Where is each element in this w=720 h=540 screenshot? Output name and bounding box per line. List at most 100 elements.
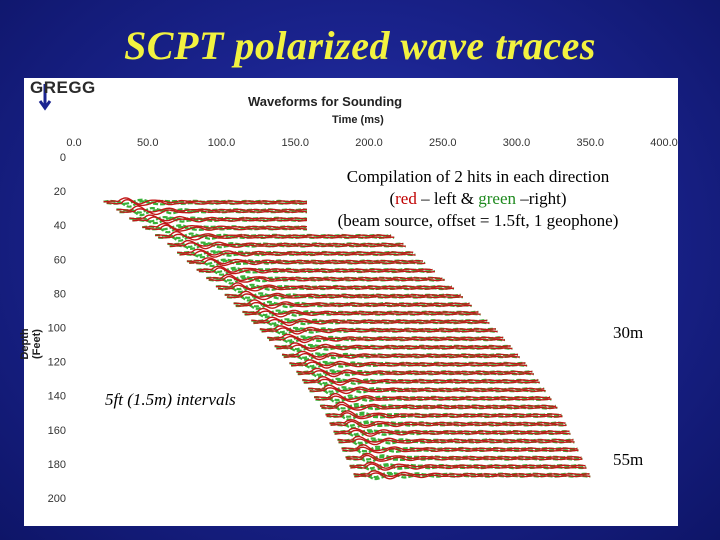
y-tick-label: 160: [48, 425, 66, 437]
red-trace: [296, 367, 533, 375]
compilation-line-2: (red – left & green –right): [307, 188, 649, 210]
red-trace: [354, 472, 591, 480]
y-tick-label: 180: [48, 459, 66, 471]
red-trace: [350, 463, 587, 471]
red-trace: [353, 470, 590, 478]
x-tick-label: 50.0: [137, 137, 158, 149]
y-tick-label: 40: [54, 220, 66, 232]
red-trace: [242, 307, 479, 315]
logo-text: GREGG: [30, 78, 96, 97]
red-trace: [189, 258, 426, 267]
x-tick-labels: 0.0 50.0 100.0 150.0 200.0 250.0 300.0 350.0 400…: [66, 137, 677, 149]
x-tick-label: 300.0: [503, 137, 531, 149]
red-trace: [217, 284, 454, 292]
red-trace: [303, 378, 540, 386]
interval-label: 5ft (1.5m) intervals: [102, 389, 239, 411]
red-trace: [253, 318, 490, 327]
red-trace: [235, 301, 472, 309]
paren-open: (: [389, 189, 396, 208]
red-trace: [346, 454, 583, 462]
red-trace: [349, 461, 586, 469]
y-tick-label: 80: [54, 288, 66, 300]
red-trace: [302, 375, 539, 384]
slide-title: SCPT polarized wave traces: [124, 23, 596, 68]
red-trace: [158, 233, 395, 241]
red-trace: [289, 359, 526, 367]
red-trace: [337, 435, 574, 443]
y-tick-label: 100: [48, 323, 66, 335]
red-trace: [309, 387, 546, 395]
red-trace: [314, 392, 551, 401]
red-word: red: [395, 189, 417, 208]
red-trace: [297, 370, 534, 378]
x-tick-label: 100.0: [208, 137, 236, 149]
red-trace: [325, 410, 562, 418]
red-trace: [106, 198, 343, 207]
red-trace: [341, 444, 578, 452]
y-tick-label: 20: [54, 186, 66, 198]
label-55m: 55m: [611, 449, 646, 471]
red-trace: [334, 429, 571, 437]
red-trace: [276, 344, 513, 352]
red-trace: [345, 452, 582, 461]
red-trace: [269, 335, 506, 344]
red-trace: [333, 427, 570, 435]
red-trace: [308, 384, 545, 392]
red-trace: [330, 420, 567, 429]
red-trace: [226, 293, 463, 301]
red-trace: [315, 395, 552, 403]
x-tick-label: 400.0: [650, 137, 678, 149]
red-trace: [326, 412, 563, 420]
gregg-logo: [30, 80, 106, 111]
red-trace: [267, 333, 504, 341]
label-30m: 30m: [611, 322, 646, 344]
red-trace: [196, 265, 433, 273]
red-trace: [167, 239, 404, 247]
chart-panel: GREGG Waveforms for Sounding Time (ms) D…: [19, 78, 678, 526]
red-trace: [169, 242, 406, 250]
red-trace: [186, 257, 423, 265]
red-trace: [329, 419, 566, 427]
red-trace: [215, 282, 452, 290]
red-trace: [321, 403, 558, 411]
x-tick-label: 200.0: [355, 137, 383, 149]
x-axis-label: Time (ms): [332, 114, 384, 126]
line2-close: –right): [516, 189, 567, 208]
red-trace: [338, 438, 575, 446]
red-trace: [198, 267, 435, 275]
compilation-line-3: (beam source, offset = 1.5ft, 1 geophone…: [337, 211, 619, 230]
y-tick-label: 120: [48, 357, 66, 369]
red-trace: [206, 273, 443, 282]
y-tick-labels: 0 20 40 60 80 100 120 140 160 180 200: [48, 152, 66, 505]
green-word: green: [478, 189, 516, 208]
red-trace: [233, 299, 470, 307]
red-trace: [224, 290, 461, 298]
red-trace: [103, 197, 340, 205]
red-trace: [208, 275, 445, 283]
x-tick-label: 250.0: [429, 137, 457, 149]
y-tick-label: 0: [60, 152, 66, 164]
red-trace: [244, 310, 481, 318]
y-tick-label: 200: [48, 493, 66, 505]
red-trace: [281, 350, 518, 358]
red-trace: [179, 250, 416, 258]
waveform-traces: [103, 197, 591, 481]
red-trace: [291, 361, 528, 369]
chart-title: Waveforms for Sounding: [248, 94, 403, 109]
y-tick-label: 60: [54, 254, 66, 266]
red-trace: [342, 446, 579, 454]
x-tick-label: 150.0: [281, 137, 309, 149]
red-trace: [261, 327, 498, 335]
x-tick-label: 350.0: [576, 137, 604, 149]
x-tick-label: 0.0: [66, 137, 81, 149]
red-trace: [155, 231, 392, 239]
compilation-line-1: Compilation of 2 hits in each direction: [346, 167, 610, 186]
red-trace: [319, 401, 557, 409]
compilation-note: Compilation of 2 hits in each direction …: [307, 166, 649, 232]
red-trace: [251, 316, 488, 324]
waveform-plot: 0.0 50.0 100.0 150.0 200.0 250.0 300.0 350.0 400…: [48, 137, 678, 505]
y-tick-label: 140: [48, 391, 66, 403]
line2-mid: – left &: [416, 189, 479, 208]
red-trace: [274, 342, 511, 350]
red-trace: [259, 325, 496, 333]
